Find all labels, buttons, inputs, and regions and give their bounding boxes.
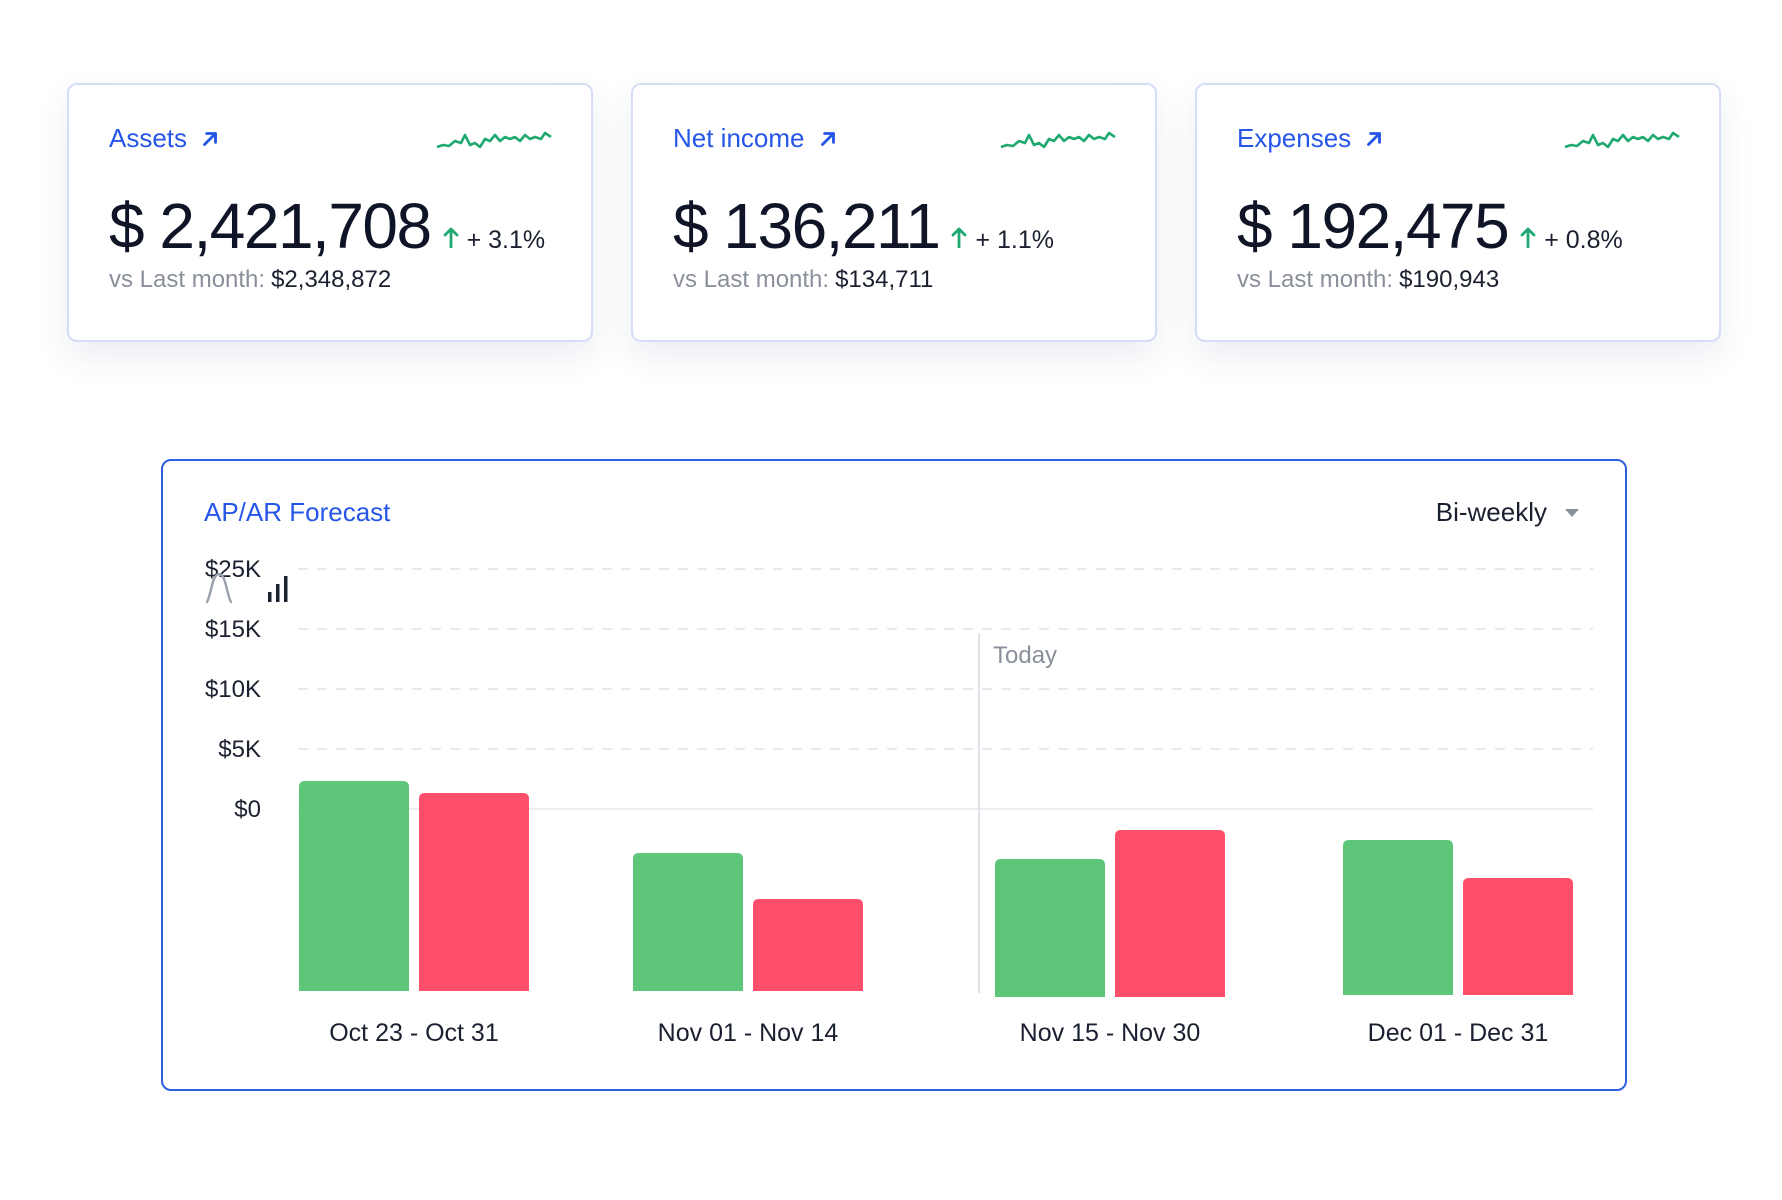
x-category-label: Nov 15 - Nov 30 [1020,1019,1201,1047]
kpi-compare-value: $2,348,872 [271,266,392,293]
bar-red [1463,878,1573,995]
today-label: Today [993,642,1057,669]
bar-red [753,899,863,991]
kpi-title-link[interactable]: Assets [109,123,221,154]
kpi-compare-label: vs Last month: [1237,266,1394,293]
kpi-card-assets: Assets $ 2,421,708 + 3.1% vs Last month:… [67,83,593,342]
bar-red [1115,830,1225,997]
sparkline-path [436,131,552,149]
bar-green [299,781,409,991]
kpi-card-net-income: Net income $ 136,211 + 1.1% vs Last mont… [631,83,1157,342]
kpi-change: + 1.1% [975,226,1054,254]
sparkline-icon [1564,131,1680,149]
y-tick-label: $10K [205,676,261,703]
bar-green [633,853,743,991]
bar-green [995,859,1105,997]
kpi-compare-label: vs Last month: [109,266,266,293]
arrow-up-right-icon[interactable] [817,128,839,150]
arrow-up-icon [443,227,458,248]
bar-red [419,793,529,991]
arrow-up-right-icon[interactable] [1363,128,1385,150]
kpi-value: $ 2,421,708 [109,190,432,262]
sparkline-icon [436,131,552,149]
kpi-change: + 3.1% [466,226,546,254]
arrow-up-right-icon[interactable] [199,128,221,150]
kpi-compare-value: $190,943 [1399,266,1500,293]
sparkline-path [1564,131,1680,149]
chart-view-toggle [204,570,294,604]
bar-chart-icon[interactable] [264,570,294,604]
kpi-title-link[interactable]: Expenses [1237,123,1385,154]
period-dropdown-label[interactable]: Bi-weekly [1435,497,1547,527]
forecast-panel: $25K $15K $10K $5K $0 Today Oct 23 - Oct 31 Nov… [161,459,1627,1091]
arrow-up-icon [1520,227,1536,248]
kpi-value: $ 136,211 [673,190,941,262]
kpi-title-link[interactable]: Net income [673,123,839,154]
forecast-title: AP/AR Forecast [204,497,391,527]
kpi-compare-label: vs Last month: [673,266,830,293]
x-category-label: Oct 23 - Oct 31 [329,1019,499,1047]
bar-green [1343,840,1453,995]
sparkline-icon [1000,131,1116,149]
line-chart-icon[interactable] [204,570,234,604]
x-category-label: Dec 01 - Dec 31 [1368,1019,1549,1047]
sparkline-path [1000,131,1116,149]
period-dropdown[interactable]: Bi-weekly [1436,497,1579,528]
y-tick-label: $15K [205,616,261,643]
kpi-card-expenses: Expenses $ 192,475 + 0.8% vs Last month:… [1195,83,1721,342]
arrow-up-icon [952,227,967,248]
kpi-title[interactable]: Net income [673,123,805,153]
kpi-title[interactable]: Expenses [1237,123,1352,153]
caret-down-icon[interactable] [1565,508,1579,517]
kpi-compare-value: $134,711 [835,266,934,293]
x-category-label: Nov 01 - Nov 14 [658,1019,839,1047]
kpi-value: $ 192,475 [1237,190,1510,262]
kpi-title[interactable]: Assets [109,123,188,153]
y-tick-label: $5K [218,736,261,763]
y-tick-label: $0 [234,796,261,823]
kpi-change: + 0.8% [1544,226,1623,254]
